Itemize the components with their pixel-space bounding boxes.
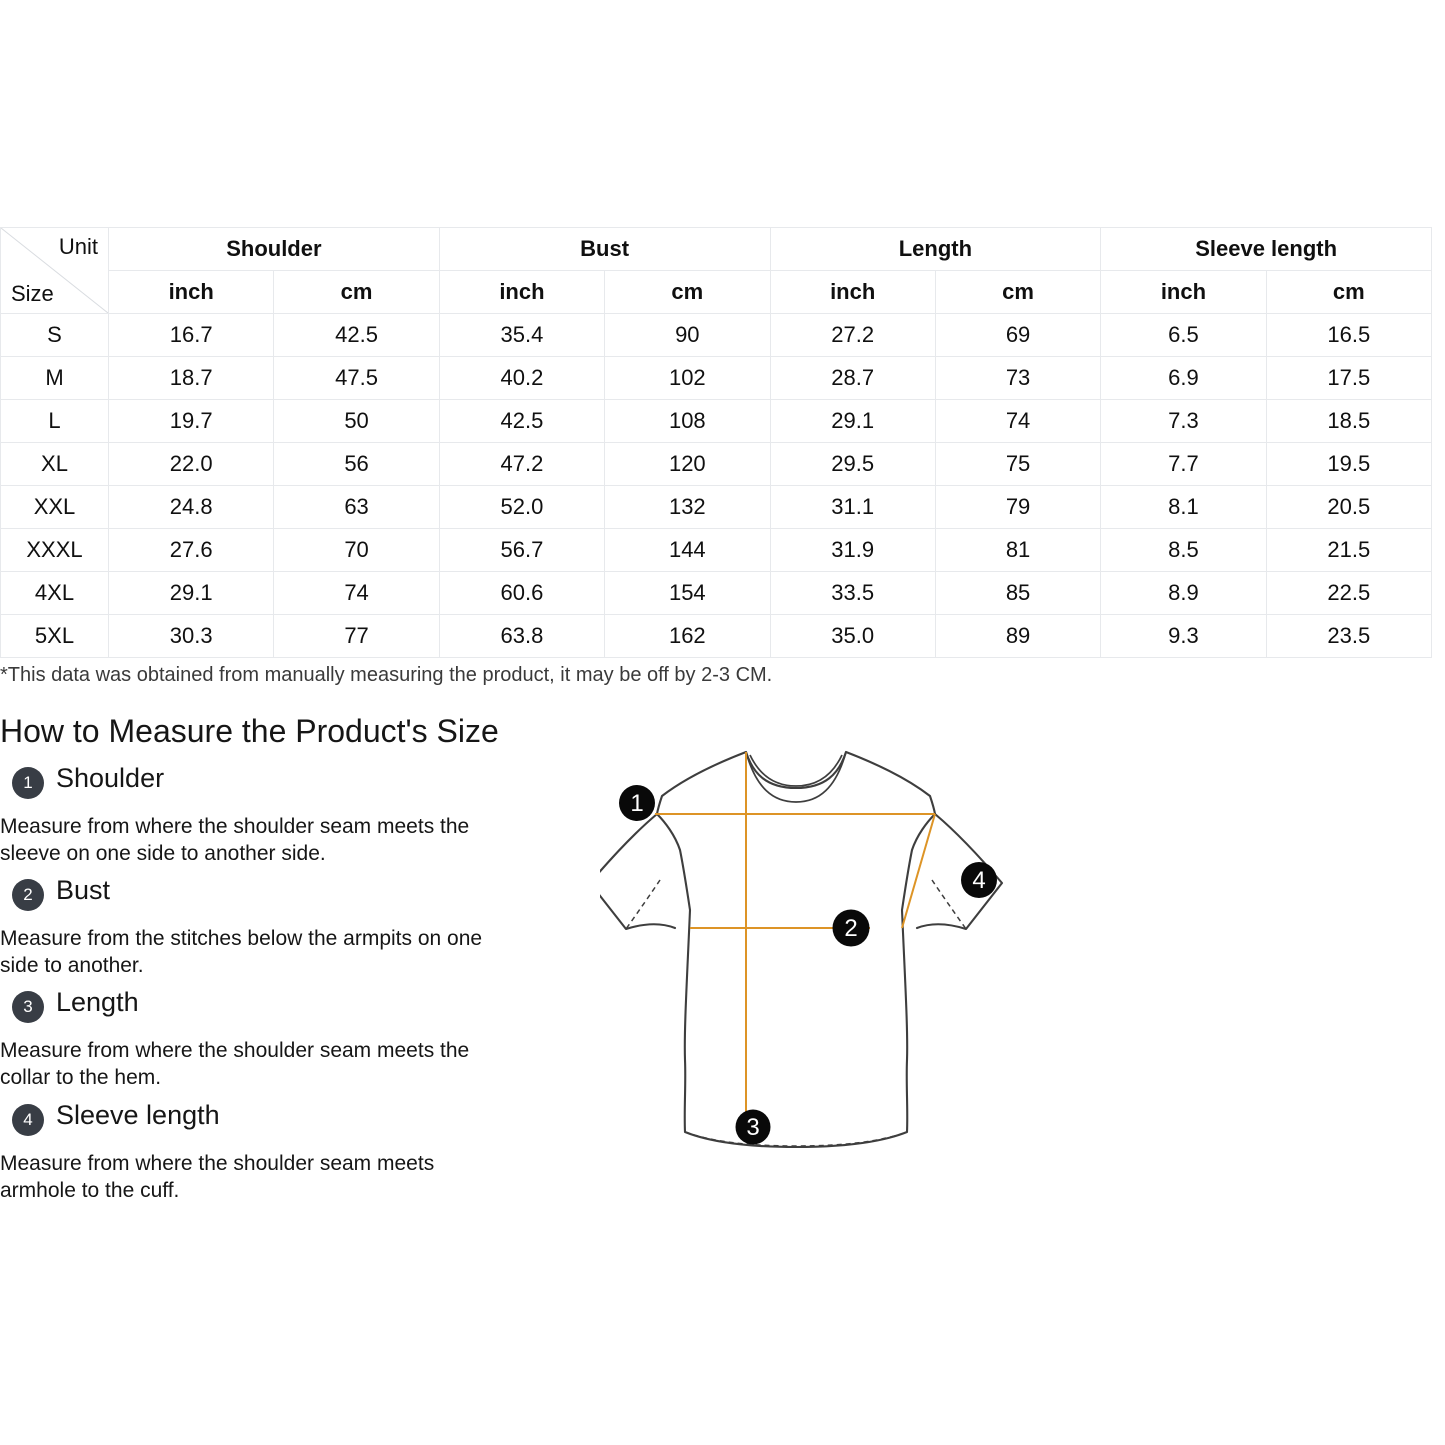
svg-text:3: 3 (746, 1114, 759, 1141)
svg-text:2: 2 (844, 915, 857, 942)
svg-text:4: 4 (972, 867, 985, 894)
svg-text:1: 1 (630, 790, 643, 817)
